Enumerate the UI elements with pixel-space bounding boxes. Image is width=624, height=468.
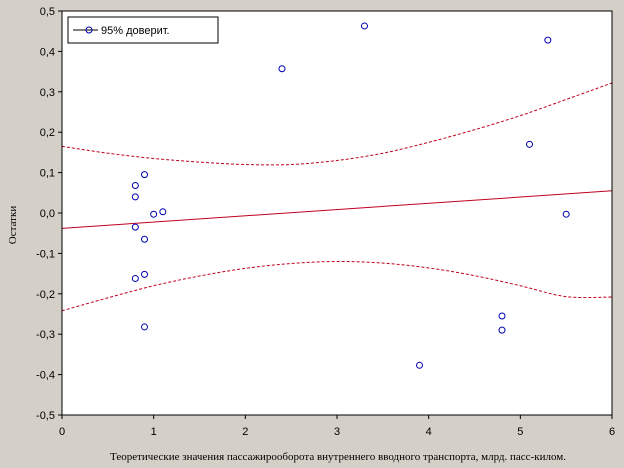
data-point	[141, 235, 148, 243]
data-points	[131, 22, 570, 369]
y-tick-label: 0,1	[40, 168, 55, 180]
y-axis-label: Остатки	[7, 206, 19, 245]
x-axis-label: Теоретические значения пассажирооборота …	[110, 451, 566, 463]
confidence-upper-line	[61, 82, 613, 166]
x-tick-label: 0	[59, 426, 65, 438]
plot-area	[62, 11, 612, 415]
x-tick-label: 3	[334, 426, 340, 438]
y-tick-label: -0,3	[36, 329, 55, 341]
fit-line	[61, 190, 613, 229]
y-axis-ticks: -0,5 -0,4 -0,3 -0,2 -0,1 0,0 0,1 0,2 0,3 0,4 0,5	[36, 6, 62, 422]
confidence-band	[61, 82, 613, 312]
data-point	[150, 210, 158, 218]
legend: 95% доверит.	[67, 16, 219, 44]
data-point	[498, 312, 506, 320]
y-tick-label: -0,4	[36, 370, 55, 382]
x-tick-label: 4	[426, 426, 432, 438]
y-tick-label: 0,3	[40, 87, 55, 99]
y-tick-label: 0,0	[40, 208, 55, 220]
data-point	[131, 223, 139, 231]
fit-line-group	[61, 190, 613, 229]
legend-marker-icon	[85, 26, 93, 34]
y-tick-label: 0,4	[40, 46, 55, 58]
x-tick-label: 2	[242, 426, 248, 438]
data-point	[526, 140, 533, 148]
plot-frame	[61, 10, 613, 416]
x-tick-label: 1	[151, 426, 157, 438]
data-point	[416, 361, 423, 369]
y-tick-label: -0,1	[36, 248, 55, 260]
data-point	[498, 326, 506, 334]
data-point	[131, 182, 139, 190]
data-point	[131, 193, 139, 201]
data-point	[131, 274, 139, 282]
confidence-lower-line	[61, 260, 613, 312]
data-point	[278, 65, 286, 73]
data-point	[141, 270, 148, 278]
y-tick-label: 0,5	[40, 6, 55, 18]
y-tick-label: -0,5	[36, 410, 55, 422]
data-point	[141, 323, 148, 331]
data-point	[141, 171, 148, 179]
data-point	[544, 36, 552, 44]
y-tick-label: 0,2	[40, 127, 55, 139]
data-point	[562, 210, 570, 218]
x-tick-label: 5	[517, 426, 523, 438]
x-axis-ticks: 0 1 2 3 4 5 6	[59, 415, 615, 438]
x-tick-label: 6	[609, 426, 615, 438]
data-point	[361, 22, 368, 30]
data-point	[159, 208, 167, 216]
legend-label: 95% доверит.	[101, 25, 170, 37]
y-tick-label: -0,2	[36, 289, 55, 301]
